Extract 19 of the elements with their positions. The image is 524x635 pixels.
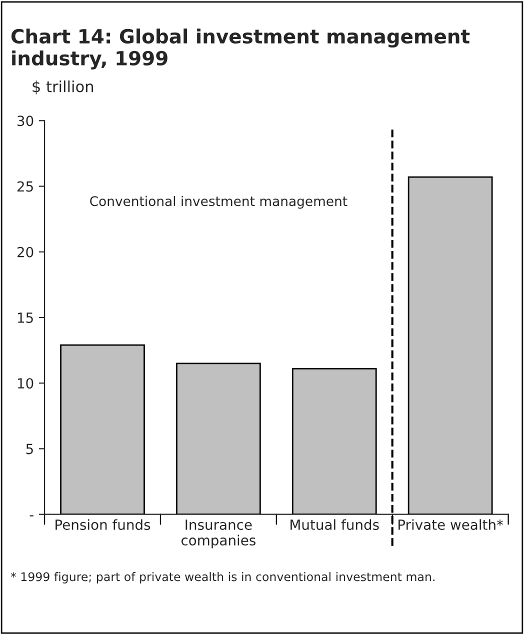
x-tick-label: Pension funds — [56, 519, 150, 530]
y-tick-label: - — [30, 515, 34, 516]
bar — [408, 176, 493, 514]
text: * 1999 figure; part of private wealth is in conventional investment man. — [10, 572, 434, 584]
bar — [292, 368, 377, 514]
y-tick-label: 5 — [26, 444, 33, 454]
y-tick-label: 15 — [18, 312, 33, 323]
y-tick-label: 10 — [18, 378, 34, 389]
y-tick-label: 30 — [18, 116, 34, 126]
bar — [176, 362, 261, 514]
chart-title: Chart 14: Global investment management industry, 1999 — [11, 28, 470, 70]
x-tick-label: Insurance companies — [181, 520, 256, 548]
y-axis-title: $ trillion — [32, 80, 93, 94]
y-tick-label: 25 — [17, 181, 33, 192]
x-tick-label: Mutual funds — [290, 519, 379, 530]
x-tick-label: Private wealth* — [398, 519, 504, 530]
bar — [60, 344, 145, 514]
annotation: Conventional investment management — [90, 196, 348, 209]
y-tick-label: 20 — [17, 246, 34, 258]
